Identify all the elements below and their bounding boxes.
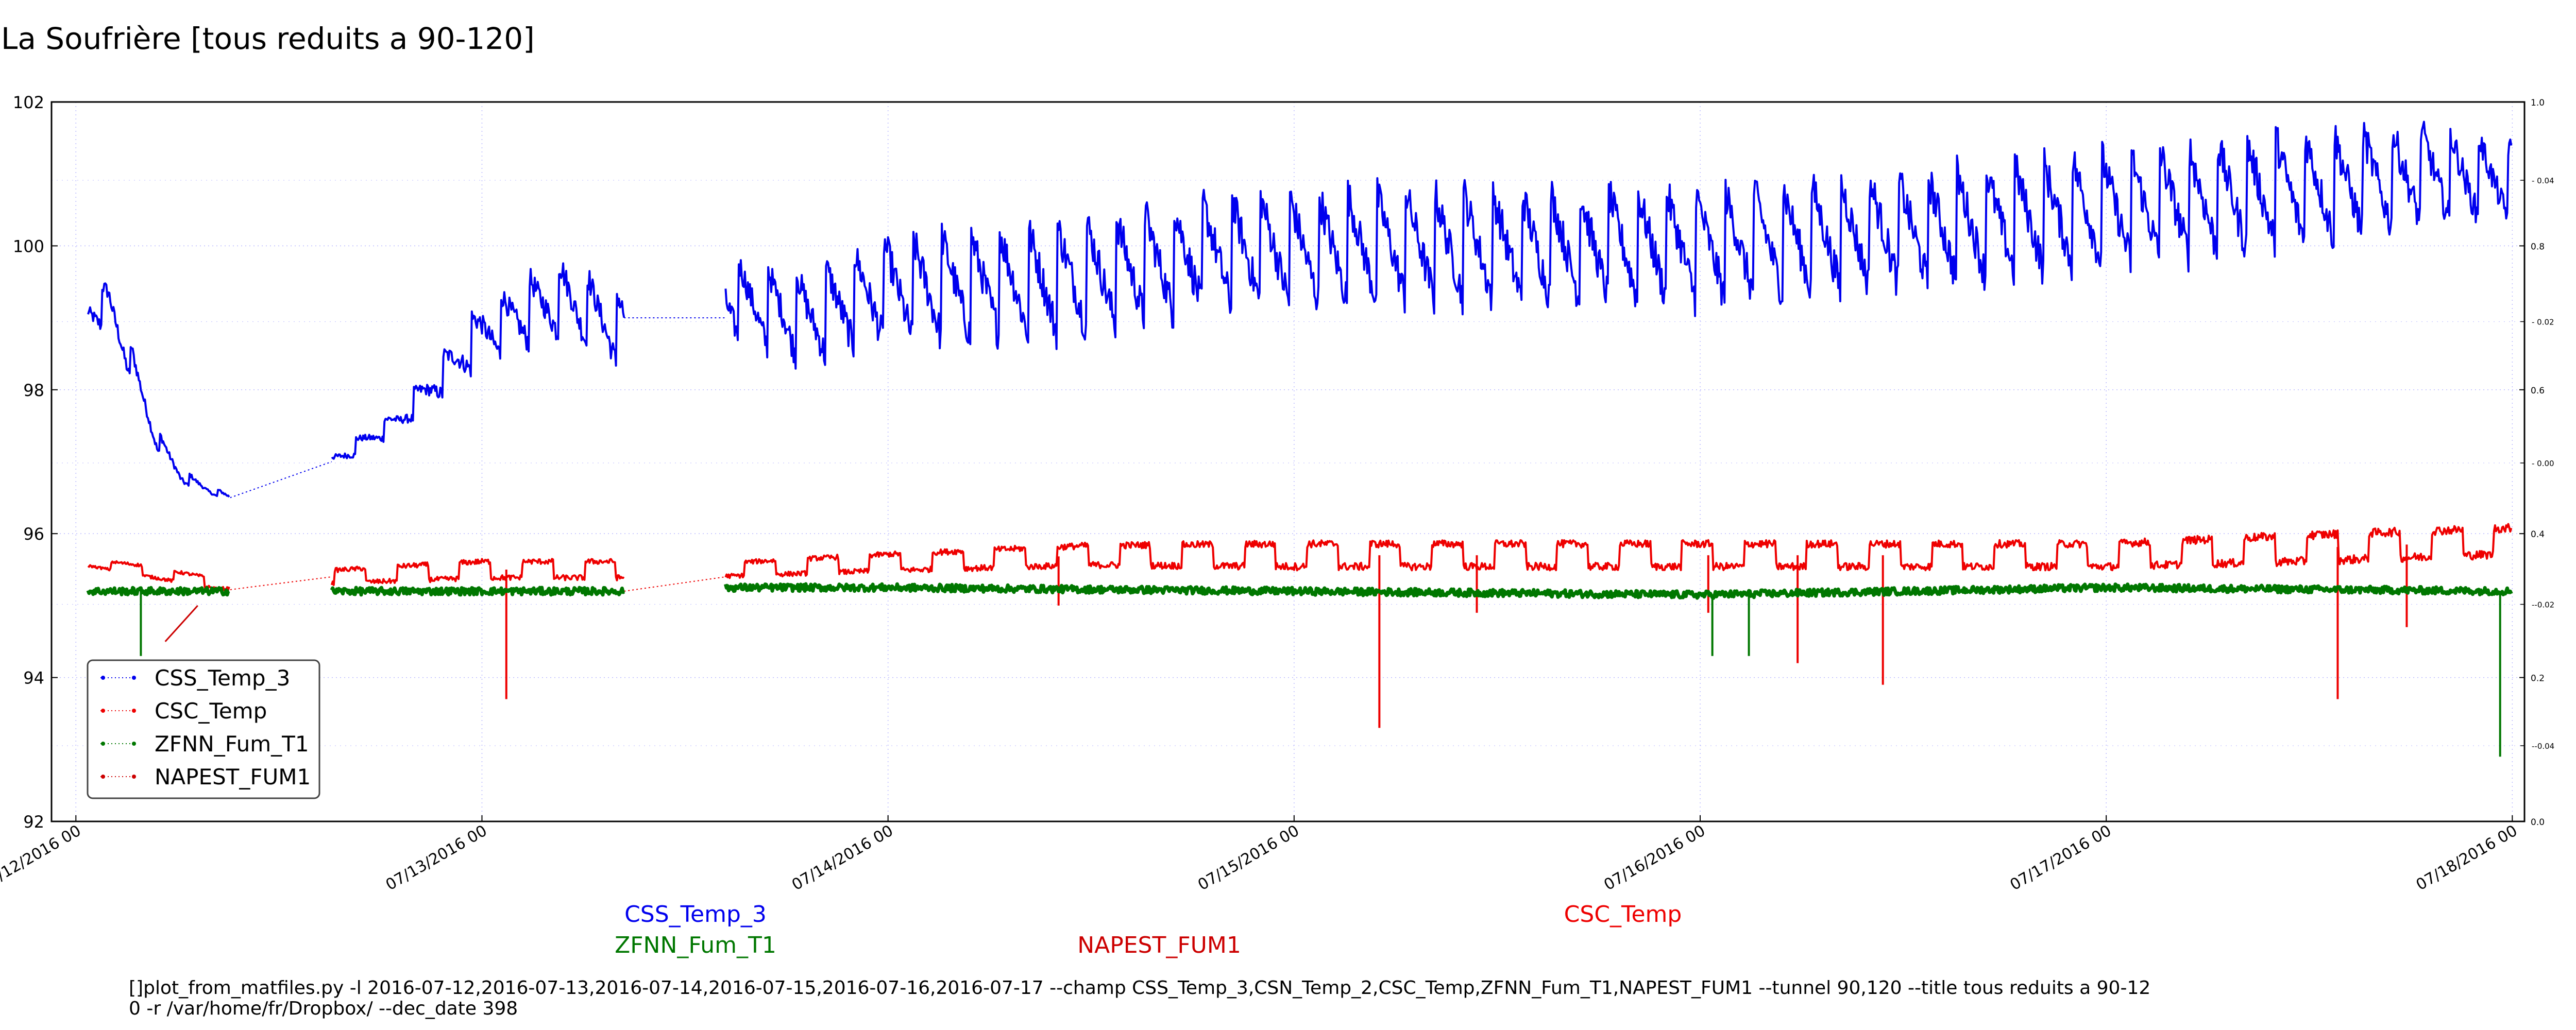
grid — [52, 102, 2524, 821]
legend-label: ZFNN_Fum_T1 — [155, 731, 309, 757]
series-line — [87, 560, 230, 591]
legend-marker — [101, 775, 105, 779]
legend-box — [87, 659, 320, 799]
x-tick-label: 07/14/2016 00 — [789, 822, 896, 895]
legend-label: NAPEST_FUM1 — [155, 764, 311, 789]
right2-tick-label: --0.02 — [2532, 600, 2554, 610]
x-tick-label: 07/12/2016 00 — [0, 822, 84, 895]
series-line — [87, 282, 230, 498]
series-line — [330, 558, 625, 586]
right2-tick-label: - 0.04 — [2532, 176, 2554, 185]
y-tick-label: 92 — [23, 812, 44, 832]
below-label-csc-temp: CSC_Temp — [1564, 901, 1682, 928]
series-line — [724, 582, 2513, 600]
y-axis-right-secondary: --0.04 --0.02 - 0.00 - 0.02 - 0.04 — [2520, 176, 2554, 751]
x-tick-label: 07/16/2016 00 — [1601, 822, 1708, 895]
right-tick-label: 0.0 — [2531, 817, 2545, 828]
series-CSC_Temp — [87, 523, 2513, 728]
gap-connector — [624, 576, 726, 592]
below-label-zfnn-fum-t1: ZFNN_Fum_T1 — [615, 932, 776, 958]
series-line — [724, 121, 2513, 370]
legend-marker — [132, 775, 136, 779]
plot-frame — [50, 101, 2526, 822]
right2-tick-label: --0.04 — [2532, 742, 2554, 751]
series-line — [331, 262, 625, 460]
legend-marker — [132, 676, 136, 680]
y-axis-right-primary: 0.0 0.2 0.4 0.6 0.8 1.0 — [2519, 98, 2545, 828]
x-tick-label: 07/15/2016 00 — [1195, 822, 1302, 895]
legend: CSS_Temp_3 CSC_Temp ZFNN_Fum_T1 NAPEST_FUM1 — [87, 659, 320, 799]
y-tick-label: 102 — [13, 93, 44, 112]
command-line-1: []plot_from_matfiles.py -l 2016-07-12,20… — [129, 977, 2150, 999]
y-tick-label: 100 — [13, 236, 44, 256]
y-tick-label: 94 — [23, 668, 44, 688]
gap-connector — [230, 461, 332, 499]
below-label-napest-fum1: NAPEST_FUM1 — [1077, 932, 1241, 958]
x-axis: 07/12/2016 00 07/13/2016 00 07/14/2016 00 0… — [0, 815, 2520, 894]
legend-entry: CSS_Temp_3 — [100, 665, 290, 691]
series-line — [86, 586, 230, 597]
legend-entry: NAPEST_FUM1 — [100, 764, 311, 789]
right-tick-label: 0.8 — [2531, 242, 2545, 252]
series-line — [724, 523, 2513, 579]
below-label-css-temp-3: CSS_Temp_3 — [624, 901, 767, 928]
series-NAPEST_FUM1 — [164, 605, 198, 642]
legend-marker — [101, 709, 105, 713]
x-tick-label: 07/17/2016 00 — [2007, 822, 2115, 895]
legend-marker — [101, 676, 105, 680]
right-tick-label: 0.4 — [2531, 529, 2545, 540]
plot-series — [86, 121, 2513, 757]
legend-marker — [101, 742, 105, 746]
x-tick-label: 07/18/2016 00 — [2413, 822, 2521, 895]
gap-connector — [218, 576, 332, 592]
right2-tick-label: - 0.02 — [2532, 318, 2554, 327]
chart-title: La Soufrière [tous reduits a 90-120] — [1, 21, 535, 56]
y-tick-label: 98 — [23, 381, 44, 400]
right-tick-label: 0.6 — [2531, 386, 2545, 396]
legend-entry: CSC_Temp — [100, 698, 267, 724]
series-line — [164, 605, 198, 642]
x-tick-label: 07/13/2016 00 — [383, 822, 490, 895]
series-ZFNN_Fum_T1 — [86, 582, 2513, 757]
legend-entry: ZFNN_Fum_T1 — [100, 731, 309, 757]
legend-marker — [132, 742, 136, 746]
series-line — [330, 586, 625, 597]
y-tick-label: 96 — [23, 524, 44, 544]
right-tick-label: 0.2 — [2531, 674, 2545, 684]
y-axis-left: 92 94 96 98 100 102 — [13, 93, 58, 832]
command-line-2: 0 -r /var/home/fr/Dropbox/ --dec_date 39… — [129, 998, 518, 1019]
series-CSS_Temp_3 — [87, 121, 2513, 498]
right2-tick-label: - 0.00 — [2532, 459, 2554, 468]
right-tick-label: 1.0 — [2531, 98, 2545, 108]
legend-label: CSC_Temp — [155, 698, 267, 724]
legend-label: CSS_Temp_3 — [155, 665, 290, 691]
legend-marker — [132, 709, 136, 713]
